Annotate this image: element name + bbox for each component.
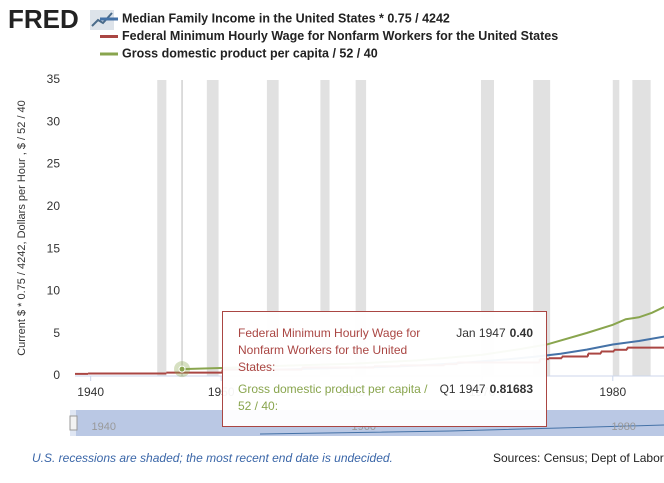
legend-label: Median Family Income in the United State… (122, 11, 450, 25)
recession-band (632, 80, 651, 376)
y-tick-label: 30 (47, 114, 61, 128)
recession-band (533, 80, 551, 376)
y-tick-label: 10 (47, 284, 61, 298)
tooltip-value: 0.81683 (489, 382, 533, 396)
recession-band (266, 80, 279, 376)
recession-band (157, 80, 167, 376)
tooltip-date: Q1 1947 (439, 382, 486, 396)
navigator-series (259, 424, 664, 435)
y-tick-label: 15 (47, 241, 61, 255)
legend-label: Federal Minimum Hourly Wage for Nonfarm … (122, 29, 558, 43)
tooltip-label: Gross domestic product per capita / 52 /… (238, 382, 428, 413)
y-axis-label: Current $ * 0.75 / 4242, Dollars per Hou… (16, 100, 28, 356)
navigator-tick-label: 1940 (92, 421, 116, 433)
navigator-handle[interactable] (69, 415, 78, 431)
navigator-tick-label: 1980 (611, 421, 635, 433)
x-tick-label: 1980 (599, 385, 626, 399)
tooltip: Federal Minimum Hourly Wage for Nonfarm … (222, 311, 547, 427)
tooltip-value: 0.40 (509, 326, 533, 340)
y-tick-label: 0 (53, 368, 60, 382)
hover-point (178, 365, 186, 373)
y-tick-label: 20 (47, 199, 61, 213)
legend-label: Gross domestic product per capita / 52 /… (122, 46, 378, 60)
x-tick-label: 1940 (77, 385, 104, 399)
y-tick-label: 5 (53, 326, 60, 340)
y-tick-label: 25 (47, 157, 61, 171)
tooltip-value-group: Jan 1947 0.40 (456, 325, 533, 342)
tooltip-label: Federal Minimum Hourly Wage for Nonfarm … (238, 326, 421, 374)
recession-band (480, 80, 495, 376)
logo: FRED (8, 4, 79, 34)
recession-band (612, 80, 620, 376)
y-tick-label: 35 (47, 72, 61, 86)
recession-note: U.S. recessions are shaded; the most rec… (32, 451, 393, 465)
tooltip-date: Jan 1947 (456, 326, 506, 340)
tooltip-value-group: Q1 1947 0.81683 (440, 381, 533, 398)
recession-band (206, 80, 219, 376)
recession-band (355, 80, 367, 376)
sources: Sources: Census; Dept of Labor (493, 451, 664, 465)
recession-band (320, 80, 330, 376)
